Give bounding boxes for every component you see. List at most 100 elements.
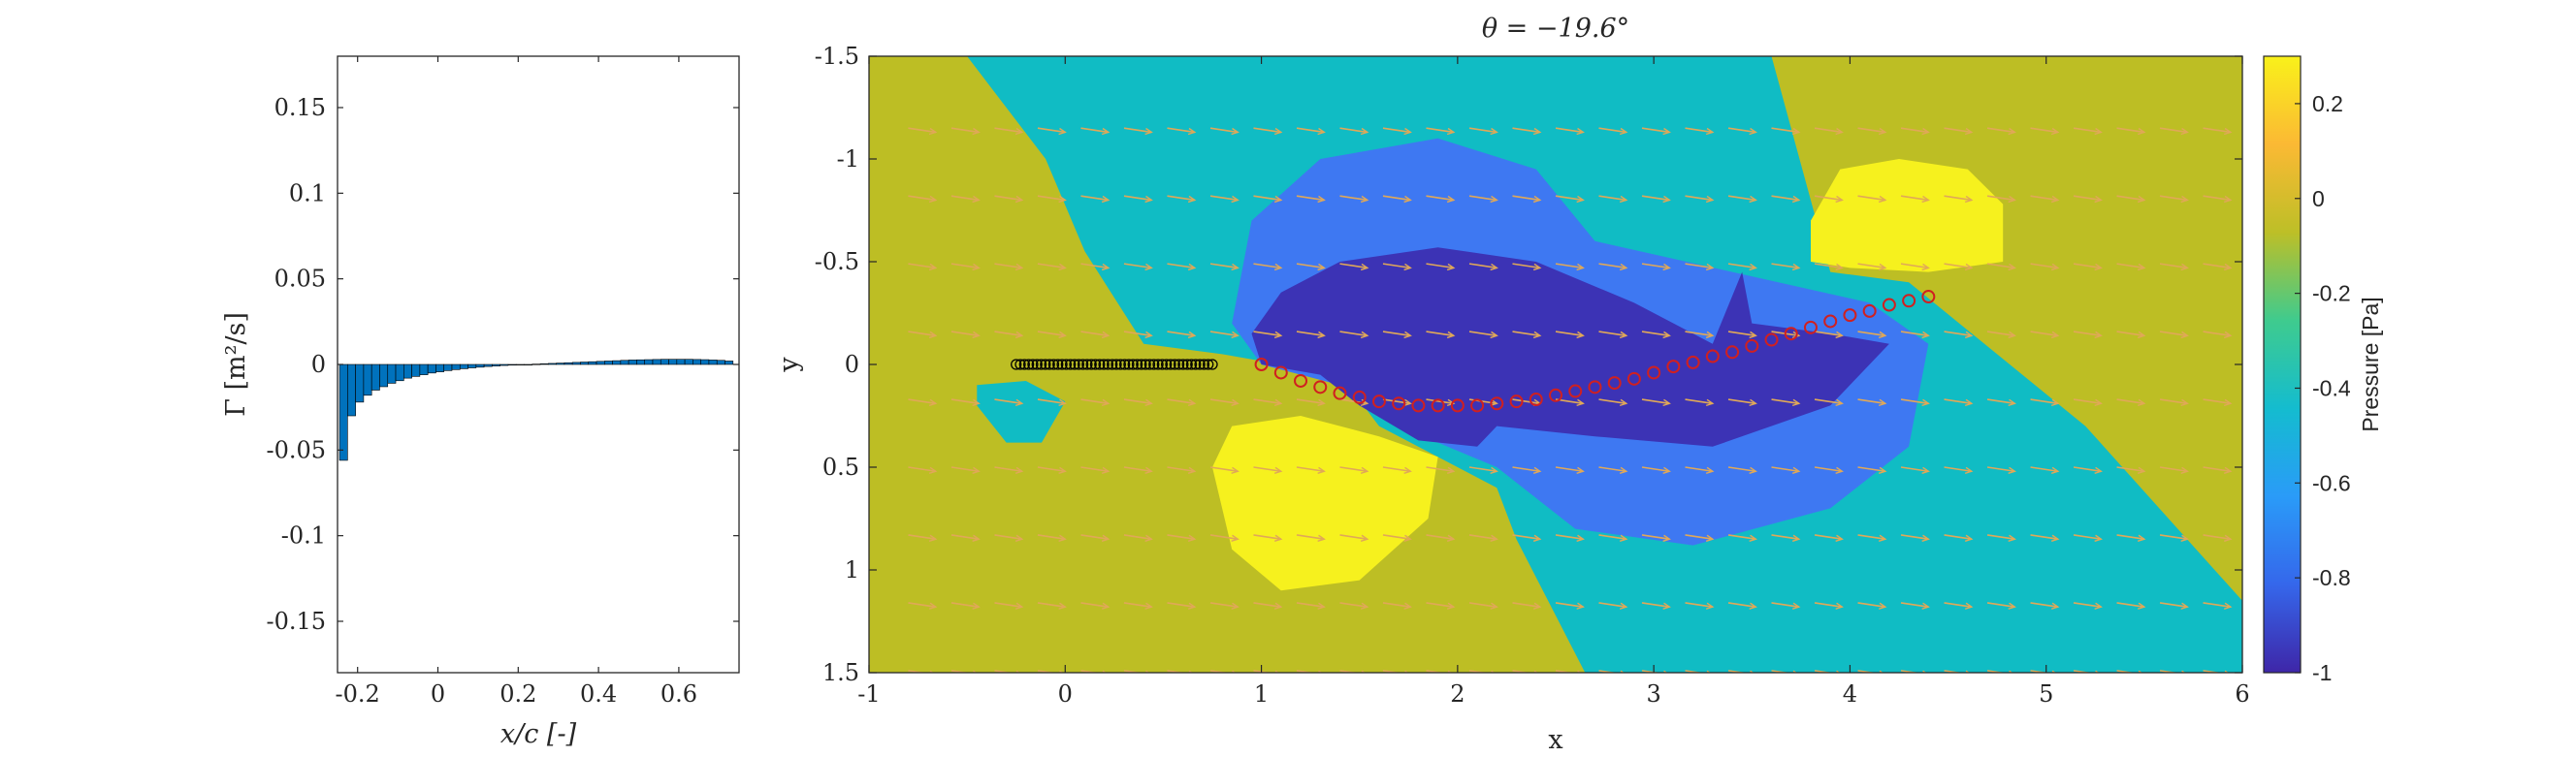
wake-marker [1273, 365, 1288, 380]
velocity-arrow-head [928, 602, 938, 610]
wake-marker [1352, 390, 1367, 404]
velocity-arrow [2030, 466, 2058, 473]
velocity-arrow [1555, 195, 1584, 202]
airfoil-marker [1065, 359, 1077, 370]
velocity-arrow [1209, 195, 1239, 202]
airfoil-marker [1085, 359, 1097, 370]
velocity-arrow-head [2008, 602, 2016, 610]
velocity-arrow-head [1014, 263, 1024, 271]
wake-marker [1803, 320, 1818, 334]
velocity-arrow-head [928, 127, 938, 136]
wake-marker [1725, 345, 1740, 360]
velocity-arrow [1555, 263, 1584, 269]
velocity-arrow [1771, 398, 1799, 405]
velocity-arrow [1382, 127, 1411, 134]
velocity-arrow [1598, 602, 1626, 608]
velocity-arrow [1641, 670, 1661, 673]
velocity-arrow [1382, 670, 1402, 673]
velocity-arrow [2159, 263, 2188, 269]
velocity-arrow-head [1144, 263, 1153, 271]
colorbar-gradient [2263, 55, 2302, 674]
airfoil-marker [1011, 359, 1022, 370]
velocity-arrow-head [972, 195, 981, 204]
velocity-arrow-head [1791, 195, 1801, 204]
velocity-arrow [1468, 195, 1497, 202]
velocity-arrow [908, 534, 936, 540]
velocity-arrow [1426, 195, 1454, 202]
velocity-arrow-head [1749, 602, 1757, 610]
airfoil-marker [1111, 359, 1122, 370]
velocity-arrow [2073, 534, 2102, 540]
velocity-arrow [1857, 398, 1885, 405]
y-tick-label: -1.5 [815, 43, 859, 70]
velocity-arrow-head [1532, 127, 1542, 136]
bar [475, 363, 485, 368]
velocity-arrow [1296, 602, 1325, 608]
velocity-arrow-head [972, 263, 981, 271]
velocity-arrow-head [1705, 127, 1715, 136]
bar [628, 360, 637, 365]
velocity-arrow [1986, 602, 2015, 608]
velocity-arrow-head [1058, 263, 1067, 271]
velocity-arrow [1944, 466, 1972, 473]
velocity-arrow [1037, 670, 1057, 673]
velocity-arrow [1037, 466, 1066, 473]
velocity-arrow [2030, 534, 2058, 540]
velocity-arrow-head [1317, 466, 1326, 474]
velocity-arrow-head [1576, 534, 1585, 542]
velocity-arrow [1426, 127, 1454, 134]
bar [507, 363, 517, 366]
velocity-arrow [1382, 534, 1411, 540]
bar [580, 362, 590, 365]
y-tick-label: 0.05 [274, 266, 326, 293]
velocity-arrow-head [928, 263, 938, 271]
velocity-arrow [1900, 466, 1929, 473]
velocity-arrow [1468, 466, 1497, 473]
wake-marker [1745, 338, 1759, 353]
velocity-arrow [1900, 195, 1929, 202]
velocity-arrow [1986, 670, 2007, 673]
velocity-arrow [1598, 331, 1626, 337]
velocity-arrow-head [2223, 466, 2233, 474]
velocity-arrow-head [2137, 466, 2146, 474]
velocity-arrow-head [2050, 534, 2060, 542]
y-tick-label: 0.15 [274, 94, 326, 121]
velocity-arrow [2030, 127, 2058, 134]
velocity-arrow [1209, 127, 1239, 134]
velocity-arrow-head [1921, 602, 1930, 610]
airfoil-marker [1140, 359, 1151, 370]
velocity-arrow [1727, 127, 1756, 134]
velocity-arrow-head [1662, 534, 1671, 542]
airfoil-marker [1136, 359, 1147, 370]
y-tick-label: -1 [837, 145, 859, 173]
y-tick-label: 0.1 [289, 179, 326, 206]
velocity-arrow-head [1403, 398, 1412, 407]
velocity-arrow-head [1187, 534, 1197, 542]
velocity-arrow-head [1231, 466, 1240, 474]
velocity-arrow [1382, 466, 1411, 473]
velocity-arrow [1468, 670, 1489, 673]
bar [379, 363, 389, 388]
velocity-arrow [1900, 398, 1929, 405]
wake-marker [1371, 394, 1386, 409]
airfoil-marker [1148, 359, 1160, 370]
velocity-arrow [1944, 331, 1972, 337]
airfoil-marker [1143, 359, 1156, 370]
velocity-arrow [1382, 195, 1411, 202]
velocity-arrow [1123, 670, 1143, 673]
velocity-arrow [994, 670, 1014, 673]
velocity-arrow-head [1964, 127, 1974, 136]
velocity-arrow-head [1619, 195, 1628, 204]
right-ticks: -1 0 1 2 3 4 5 6 -1.5 -1 -0.5 0 0.5 1 1.5 [815, 43, 2250, 708]
bar [564, 362, 573, 365]
velocity-arrow-head [1490, 195, 1498, 204]
x-tick-label: 0.4 [580, 680, 617, 708]
velocity-arrow-head [2094, 602, 2103, 610]
wake-marker [1333, 386, 1347, 400]
bar [556, 363, 565, 365]
velocity-arrow-head [972, 331, 981, 339]
airfoil-marker [1177, 359, 1189, 370]
airfoil-marker [1102, 359, 1114, 370]
velocity-arrow-head [1231, 398, 1240, 407]
velocity-arrow-head [1490, 127, 1498, 136]
